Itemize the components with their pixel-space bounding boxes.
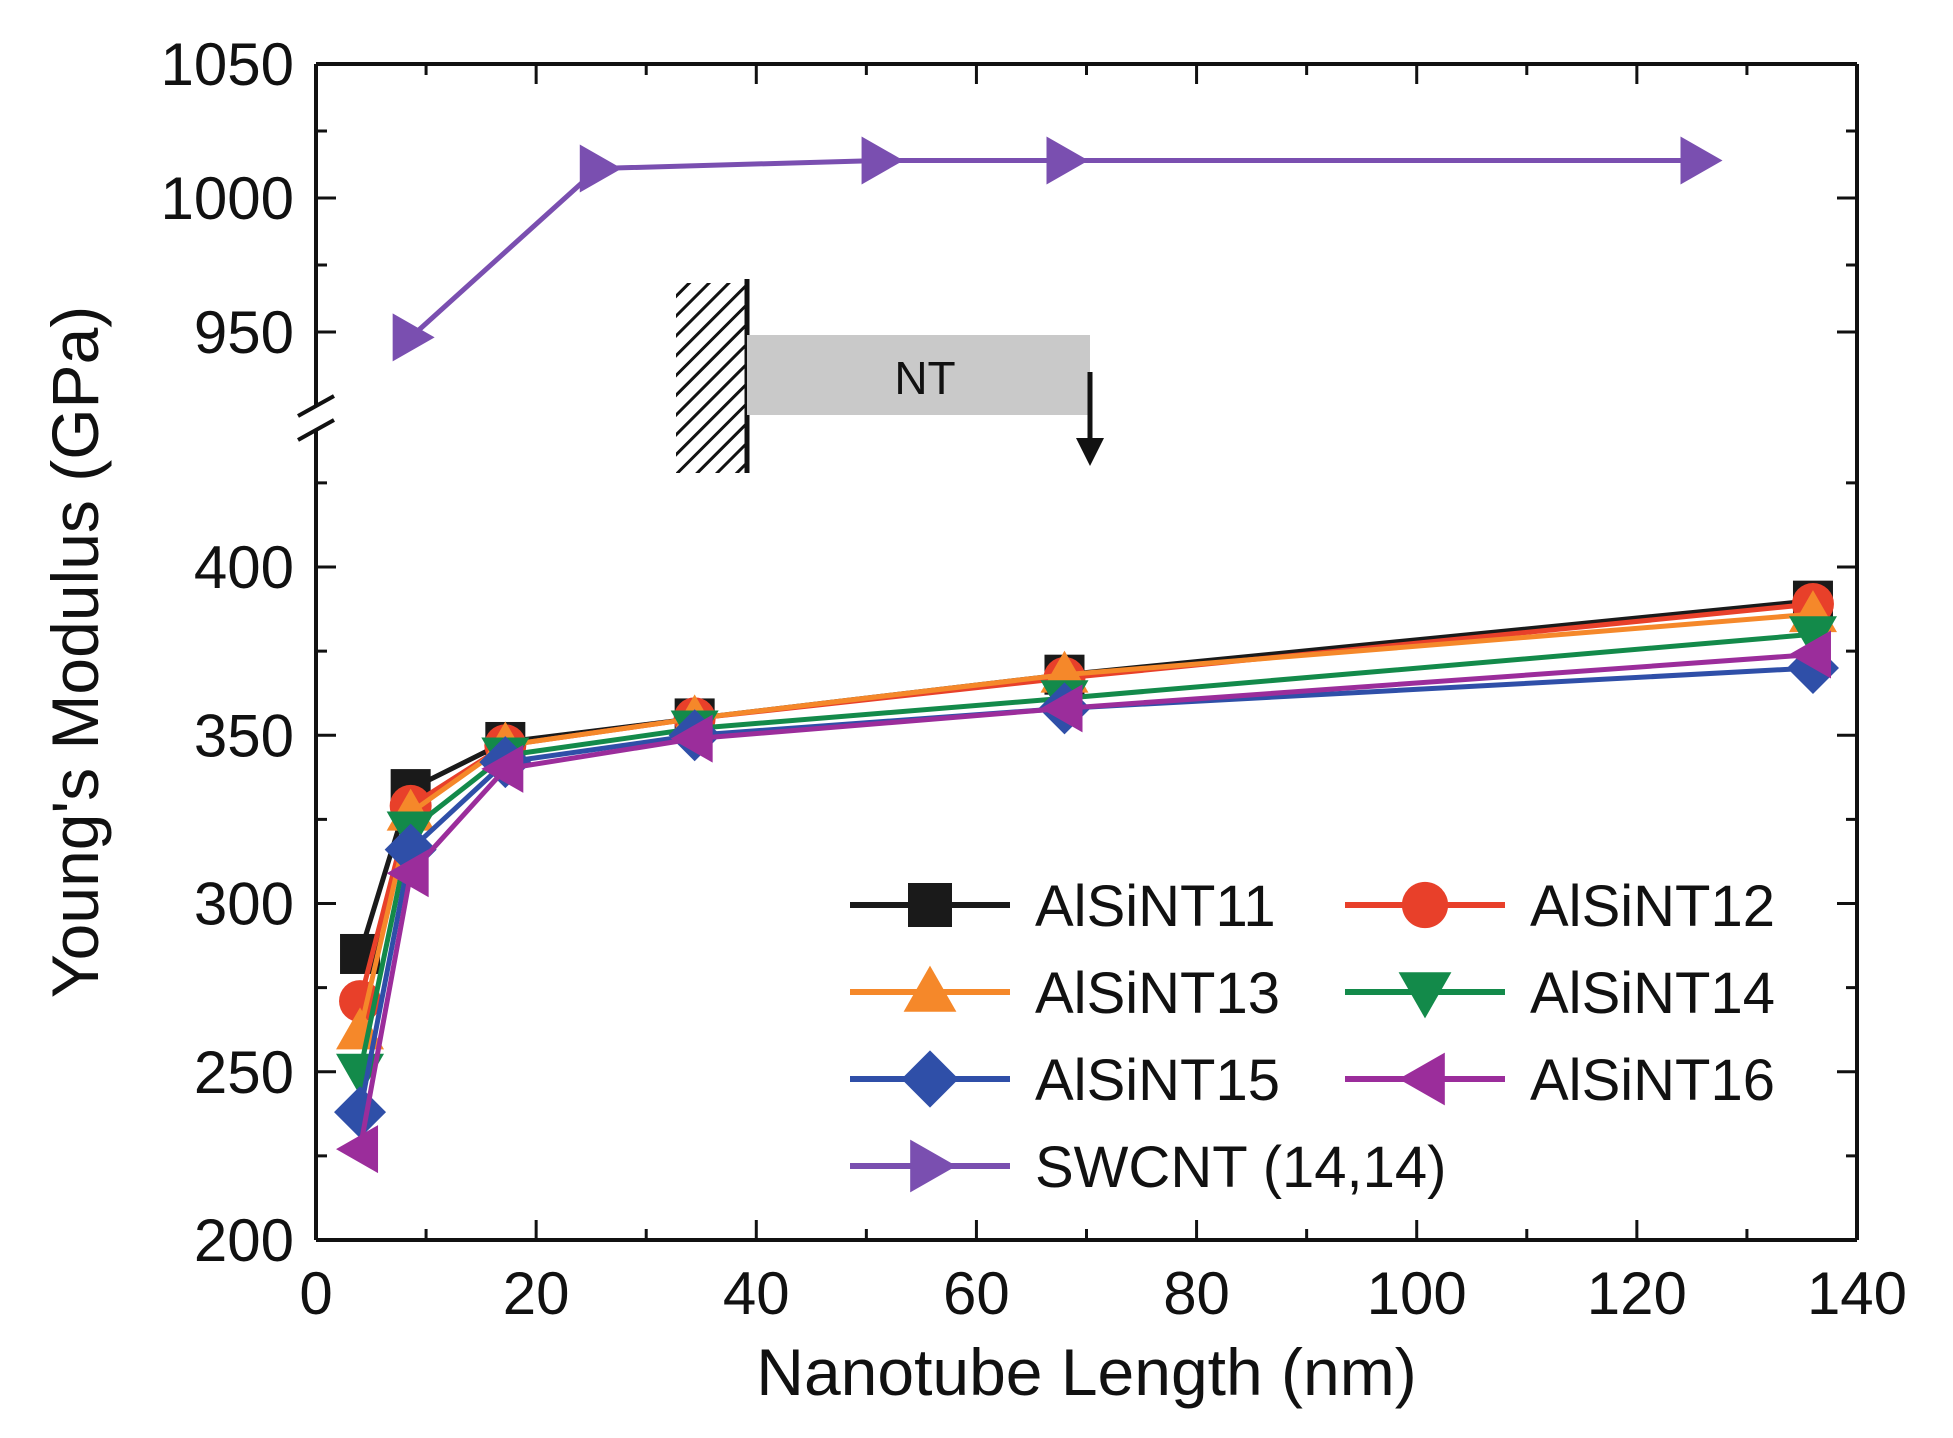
x-tick-label: 140: [1807, 1260, 1907, 1327]
legend-marker: [901, 1050, 959, 1108]
x-tick-label: 20: [503, 1260, 570, 1327]
axis-break-mark: [297, 394, 335, 418]
x-tick-label: 120: [1587, 1260, 1687, 1327]
x-axis-title: Nanotube Length (nm): [756, 1335, 1416, 1409]
data-point: [392, 313, 435, 362]
series-line: [357, 601, 1814, 1002]
data-point: [1680, 136, 1723, 185]
inset-diagram: NT: [676, 279, 1104, 473]
legend-label: AlSiNT14: [1530, 961, 1775, 1026]
data-point: [481, 744, 524, 793]
legend-label: AlSiNT12: [1530, 874, 1775, 939]
legend-item: AlSiNT15: [850, 1048, 1280, 1113]
legend-label: AlSiNT11: [1035, 874, 1276, 939]
y-tick-label: 1050: [161, 31, 294, 98]
y-tick-label: 1000: [161, 165, 294, 232]
series-alsint12: [339, 583, 1834, 1023]
data-point: [336, 1053, 385, 1096]
series-alsint16: [336, 630, 1831, 1174]
legend-label: AlSiNT15: [1035, 1048, 1280, 1113]
legend-marker: [903, 965, 957, 1012]
wall-hatch: [676, 283, 747, 473]
legend-item: SWCNT (14,14): [850, 1135, 1446, 1200]
axes-layer: 0 20 40 60 80 100 120 140 200 250 300 350 400 950 1000…: [161, 31, 1908, 1327]
nanotube-beam: [747, 335, 1090, 415]
legend: AlSiNT11 AlSiNT12 AlSiNT13 AlSiNT14 AlSiNT15…: [850, 874, 1775, 1200]
data-point: [861, 136, 904, 185]
inset-nt-label: NT: [894, 352, 955, 404]
data-point: [1788, 630, 1831, 679]
legend-marker: [910, 1139, 957, 1193]
y-tick-label: 400: [194, 534, 294, 601]
x-tick-label: 100: [1367, 1260, 1467, 1327]
y-tick-label: 250: [194, 1039, 294, 1106]
series-swcnt-14-14-: [392, 136, 1723, 362]
x-tick-label: 60: [943, 1260, 1010, 1327]
x-tick-label: 40: [723, 1260, 790, 1327]
data-point: [670, 714, 713, 763]
y-tick-label: 950: [194, 299, 294, 366]
data-point: [1040, 684, 1083, 733]
series-line: [357, 651, 1814, 1150]
data-point: [336, 1125, 379, 1174]
axis-break-mark: [297, 418, 335, 442]
legend-marker: [1398, 1052, 1445, 1106]
y-tick-label: 300: [194, 871, 294, 938]
force-arrow-head: [1076, 438, 1104, 466]
legend-marker: [1398, 972, 1452, 1019]
legend-item: AlSiNT12: [1345, 874, 1775, 939]
legend-label: AlSiNT16: [1530, 1048, 1775, 1113]
legend-label: AlSiNT13: [1035, 961, 1280, 1026]
data-point: [386, 849, 429, 898]
legend-marker: [908, 883, 952, 927]
x-tick-label: 0: [299, 1260, 332, 1327]
y-axis-title: Young's Modulus (GPa): [38, 306, 112, 999]
y-tick-label: 350: [194, 702, 294, 769]
series-line: [408, 157, 1699, 340]
series-layer: [334, 136, 1839, 1174]
data-point: [1046, 136, 1089, 185]
legend-item: AlSiNT16: [1345, 1048, 1775, 1113]
legend-label: SWCNT (14,14): [1035, 1135, 1446, 1200]
y-tick-label: 200: [194, 1207, 294, 1274]
data-point: [1788, 616, 1837, 659]
legend-item: AlSiNT13: [850, 961, 1280, 1026]
legend-item: AlSiNT11: [850, 874, 1276, 939]
legend-item: AlSiNT14: [1345, 961, 1775, 1026]
legend-marker: [1401, 881, 1449, 929]
data-point: [579, 144, 622, 193]
data-point: [334, 1086, 387, 1139]
x-tick-label: 80: [1163, 1260, 1230, 1327]
